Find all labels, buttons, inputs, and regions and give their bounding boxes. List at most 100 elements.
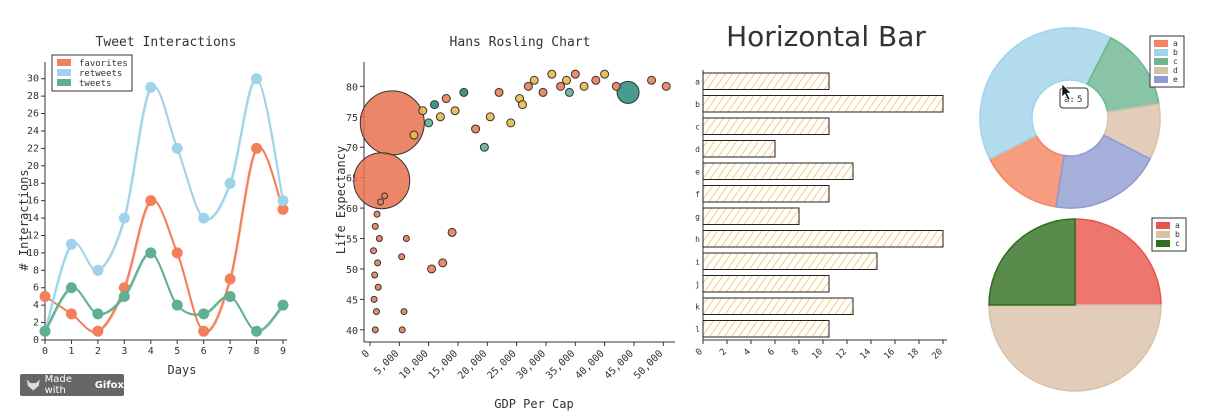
bar-h [702,230,944,248]
badge-prefix: Made with [44,374,72,396]
series-point-retweets [277,195,289,207]
x-tick-label: 9 [280,346,286,357]
made-with-gifox-badge[interactable]: Made with Gifox [20,374,124,396]
hans-rosling-chart: Hans Rosling Chart GDP Per Cap Life Expe… [334,35,675,411]
y-tick-label: 24 [27,126,39,137]
data-point [427,264,437,274]
legend-swatch-c [1156,240,1170,247]
x-tick-label: 0 [360,348,372,360]
data-point [371,222,379,230]
data-point [400,308,408,316]
y-tick-label: 16 [27,196,39,207]
y-tick-label: 0 [33,335,39,346]
data-point [447,227,457,237]
donut-tooltip: a: 5 [1059,83,1089,109]
y-tick-label: 40 [346,326,358,337]
x-tick-label: 0 [694,347,705,358]
legend-label-a: a [1175,221,1180,230]
series-point-tweets [92,308,104,320]
data-point [556,81,566,91]
x-tick-label: 3 [121,346,127,357]
data-point [450,106,460,116]
series-point-favorites [251,142,263,154]
series-point-favorites [224,273,236,285]
data-point [438,258,448,268]
legend-swatch-tweets [57,79,71,86]
bar-e [702,162,854,180]
rosling-chart-ylabel: Life Expectancy [334,146,348,254]
x-tick-label: 0 [42,346,48,357]
series-line-sketch-favorites [45,147,285,334]
tweet-chart-title: Tweet Interactions [96,35,237,50]
series-line-sketch-retweets [45,79,285,333]
data-point [471,124,481,134]
series-point-tweets [145,247,157,259]
data-point [424,118,434,128]
data-point [561,75,571,85]
series-point-favorites [145,195,157,207]
series-point-retweets [145,81,157,93]
bar-label-j: j [695,280,700,289]
data-point [485,112,495,122]
y-tick-label: 55 [346,235,358,246]
data-point [564,87,574,97]
legend-label-favorites: favorites [79,59,128,69]
y-tick-label: 12 [27,230,39,241]
pie-chart-legend: abc [1151,217,1187,252]
y-tick-label: 60 [346,204,358,215]
pie-chart: abc [988,217,1187,392]
legend-swatch-e [1154,76,1168,83]
series-point-retweets [251,73,263,85]
bar-j [702,275,830,293]
series-point-retweets [198,212,210,224]
legend-swatch-a [1154,40,1168,47]
data-point [373,210,381,218]
x-tick-label: 6 [201,346,207,357]
data-point [370,295,378,303]
x-tick-label: 4 [742,347,753,358]
x-tick-label: 12 [834,347,849,362]
series-point-retweets [171,142,183,154]
bar-label-b: b [695,100,700,109]
data-point [579,81,589,91]
data-point [375,235,383,243]
data-point [359,90,425,156]
x-tick-label: 30,000 [515,348,548,381]
data-point [370,247,378,255]
bar-d [702,140,776,158]
data-point [430,100,440,110]
bar-i [702,252,878,270]
bar-label-f: f [695,190,700,199]
bar-label-a: a [695,77,700,86]
y-tick-label: 50 [346,265,358,276]
bar-label-l: l [695,325,700,334]
data-point [529,75,539,85]
bar-label-c: c [695,122,700,131]
y-tick-label: 80 [346,82,358,93]
legend-label-a: a [1173,39,1178,48]
cursor-pointer-icon [1061,83,1072,101]
data-point [371,326,379,334]
bar-c [702,117,830,135]
data-point [459,87,469,97]
bar-f [702,185,830,203]
x-tick-label: 45,000 [603,348,636,381]
x-tick-label: 5 [174,346,180,357]
data-point [398,326,406,334]
y-tick-label: 2 [33,318,39,329]
series-line-sketch-tweets [45,253,285,333]
x-tick-label: 8 [254,346,260,357]
series-point-tweets [118,290,130,302]
x-tick-label: 8 [790,347,801,358]
series-point-favorites [39,290,51,302]
x-tick-label: 14 [858,347,873,362]
y-tick-label: 30 [27,74,39,85]
x-tick-label: 20 [930,347,945,362]
x-tick-label: 18 [906,347,921,362]
bar-label-k: k [695,302,700,311]
legend-swatch-c [1154,58,1168,65]
bar-label-d: d [695,145,700,154]
y-tick-label: 45 [346,295,358,306]
